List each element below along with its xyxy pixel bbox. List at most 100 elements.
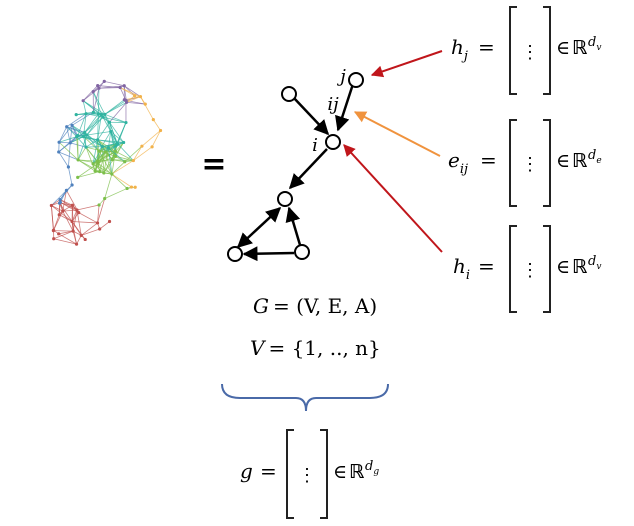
- molecule-bond: [92, 151, 106, 165]
- molecule-bond: [92, 139, 99, 164]
- graph-definition: G = (V, E, A): [253, 294, 377, 318]
- bracket-right: [543, 225, 551, 313]
- molecule-atom: [71, 229, 75, 233]
- molecule-atom: [70, 219, 74, 224]
- vertical-ellipsis: ⋮: [521, 154, 539, 175]
- molecule-bond: [123, 85, 141, 97]
- molecule-bond: [77, 135, 98, 141]
- molecule-bond: [68, 142, 71, 168]
- graph-edge: [288, 148, 328, 190]
- molecule-atom: [58, 198, 62, 202]
- molecule-atom: [81, 134, 86, 138]
- molecule-atom: [121, 140, 126, 145]
- molecule-bond: [82, 85, 98, 101]
- molecule-atom: [70, 123, 74, 127]
- molecule-bond: [97, 198, 106, 224]
- graph-edge-ij: [335, 83, 355, 132]
- molecule-bond: [59, 184, 73, 200]
- molecule-bond: [104, 80, 125, 87]
- molecule-bond: [71, 125, 79, 136]
- molecule-bond: [76, 113, 87, 116]
- molecule-atom: [99, 112, 104, 117]
- molecule-atom: [103, 196, 107, 201]
- molecule-bond: [82, 87, 100, 101]
- brace: [221, 383, 389, 412]
- molecule-atom: [91, 162, 95, 166]
- molecule-bond: [111, 161, 126, 175]
- molecule-atom: [64, 188, 69, 192]
- molecule-atom: [124, 120, 128, 125]
- molecule-bond: [126, 101, 146, 105]
- molecule-atom: [74, 113, 78, 117]
- graph-edge: [242, 246, 295, 262]
- molecule-bond: [62, 190, 67, 212]
- g-symbol: g: [240, 459, 253, 483]
- molecule-atom: [97, 149, 101, 153]
- molecule-bond: [123, 85, 135, 97]
- molecule-bond: [97, 139, 116, 157]
- dimension: dv: [588, 254, 601, 272]
- molecule-atom: [97, 86, 101, 90]
- molecule-atom: [124, 100, 129, 104]
- molecule-bond: [59, 202, 73, 206]
- molecule-atom: [68, 141, 72, 145]
- graph-node: [227, 246, 243, 262]
- graph-node: [294, 244, 310, 260]
- molecule-atom: [96, 112, 100, 116]
- h-j-arrow: [370, 50, 443, 78]
- molecule-bond: [51, 205, 63, 212]
- dimension: de: [588, 148, 602, 166]
- molecule-bond: [108, 147, 126, 163]
- molecule-bond: [85, 146, 106, 153]
- molecule-bond: [97, 121, 110, 141]
- vector-h-i: hi = ⋮ ∈ ℝ dv: [453, 225, 601, 313]
- molecule-atom: [57, 213, 61, 217]
- molecule-bond: [92, 146, 103, 164]
- molecule-bond: [115, 142, 124, 157]
- molecule-bond: [102, 142, 118, 148]
- vector-h-j: hj = ⋮ ∈ ℝ dv: [451, 6, 601, 95]
- molecule-bond: [104, 101, 127, 115]
- molecule-bond: [126, 96, 141, 103]
- molecule-atom: [102, 171, 106, 175]
- vector-e-ij: eij = ⋮ ∈ ℝ de: [448, 119, 602, 207]
- molecule-bond: [76, 209, 82, 236]
- molecule-atom: [133, 94, 137, 98]
- molecule-bond: [50, 205, 54, 231]
- molecule-bond: [104, 114, 112, 132]
- graph-node: [281, 86, 297, 102]
- molecule-bond: [111, 160, 134, 175]
- equals-sign: =: [201, 147, 226, 182]
- molecule-network-image: [49, 79, 163, 246]
- bracket-right: [543, 119, 551, 207]
- molecule-atom: [98, 227, 102, 231]
- molecule-atom: [140, 144, 144, 148]
- molecule-bond: [58, 141, 79, 161]
- bracket-left: [286, 429, 294, 519]
- molecule-atom: [75, 208, 79, 212]
- molecule-atom: [158, 128, 163, 133]
- real-space: ℝ: [572, 256, 588, 278]
- molecule-bond: [110, 131, 124, 143]
- molecule-atom: [122, 98, 126, 102]
- e-ij-symbol: eij: [448, 148, 468, 177]
- h-i-arrow: [343, 144, 443, 253]
- molecule-atom: [85, 133, 89, 137]
- molecule-bond: [151, 130, 161, 148]
- molecule-bond: [93, 88, 100, 113]
- molecule-bond: [104, 173, 113, 199]
- molecule-bond: [104, 151, 113, 175]
- node-label-i: i: [312, 135, 318, 156]
- molecule-bond: [72, 221, 98, 224]
- element-of: ∈: [556, 37, 570, 59]
- molecule-atom: [95, 159, 100, 163]
- molecule-atom: [114, 154, 118, 159]
- molecule-bond: [133, 146, 153, 161]
- vertical-ellipsis: ⋮: [521, 260, 539, 281]
- molecule-bond: [66, 113, 87, 128]
- element-of: ∈: [556, 150, 570, 172]
- molecule-bond: [97, 204, 100, 223]
- molecule-bond: [84, 132, 87, 148]
- molecule-atom: [131, 158, 135, 163]
- molecule-bond: [62, 210, 74, 232]
